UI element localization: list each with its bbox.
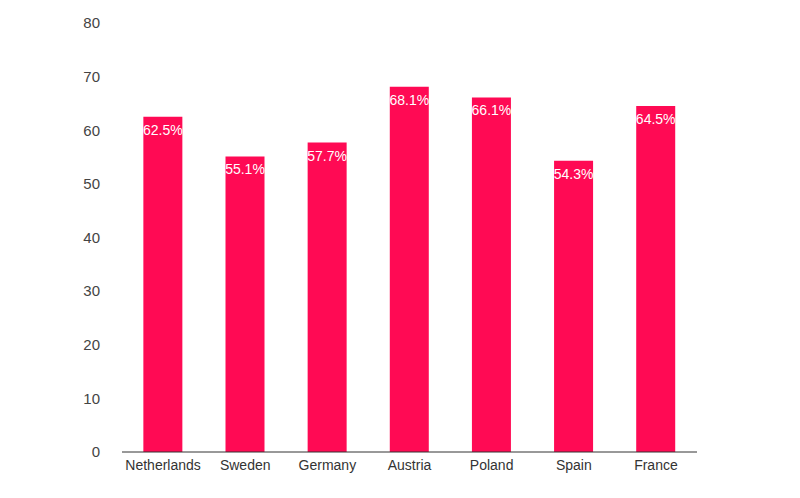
svg-text:Germany: Germany <box>299 457 357 473</box>
svg-text:66.1%: 66.1% <box>472 102 512 118</box>
svg-text:55.1%: 55.1% <box>225 161 265 177</box>
svg-text:Netherlands: Netherlands <box>125 457 201 473</box>
svg-text:30: 30 <box>83 282 100 299</box>
svg-text:Spain: Spain <box>556 457 592 473</box>
svg-text:Austria: Austria <box>388 457 432 473</box>
svg-text:80: 80 <box>83 14 100 31</box>
svg-text:10: 10 <box>83 390 100 407</box>
svg-text:60: 60 <box>83 122 100 139</box>
svg-text:Sweden: Sweden <box>220 457 271 473</box>
svg-text:64.5%: 64.5% <box>636 111 676 127</box>
svg-text:68.1%: 68.1% <box>389 92 429 108</box>
svg-text:57.7%: 57.7% <box>307 148 347 164</box>
svg-text:40: 40 <box>83 229 100 246</box>
svg-text:70: 70 <box>83 68 100 85</box>
svg-text:0: 0 <box>92 443 100 460</box>
svg-text:Poland: Poland <box>470 457 514 473</box>
svg-text:62.5%: 62.5% <box>143 122 183 138</box>
svg-text:France: France <box>634 457 678 473</box>
svg-text:54.3%: 54.3% <box>554 166 594 182</box>
svg-text:50: 50 <box>83 175 100 192</box>
svg-text:20: 20 <box>83 336 100 353</box>
